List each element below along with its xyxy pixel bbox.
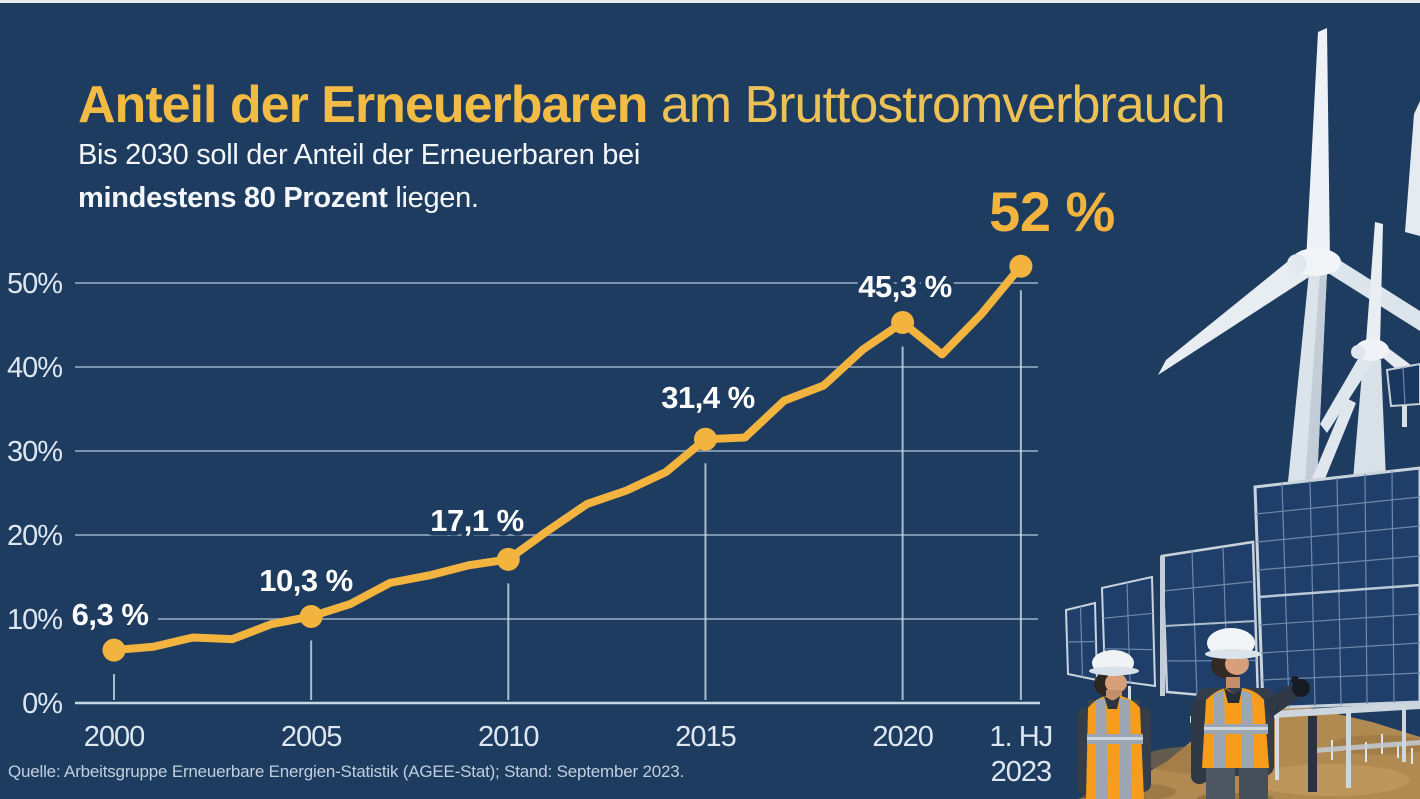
y-axis-tick-label: 30% (7, 436, 62, 468)
work-glove-thumb (1291, 676, 1299, 684)
vest-collar (1104, 696, 1120, 709)
subtitle: Bis 2030 soll der Anteil der Erneuerbare… (78, 134, 640, 220)
arm-raised (1262, 685, 1302, 717)
turbine-blade-up (1306, 28, 1330, 262)
face (1105, 673, 1127, 693)
top-border-strip (0, 0, 1420, 3)
title-highlight: Anteil der Erneuerbaren (78, 75, 648, 134)
vest-stripe-left (1096, 698, 1108, 799)
data-point (693, 427, 717, 451)
worker-man (1191, 628, 1310, 799)
solar-panel-2 (1160, 540, 1260, 702)
turbine-tower-shade (1305, 272, 1327, 482)
value-label: 17,1 % (430, 503, 524, 538)
x-axis-tick-label: 2005 (281, 721, 342, 753)
y-axis-tick-label: 10% (7, 604, 62, 636)
data-point (1009, 254, 1033, 278)
solar-panel-1 (1253, 466, 1420, 710)
value-label: 31,4 % (661, 380, 755, 415)
neck (1226, 677, 1240, 689)
x-axis-tick-label: 2023 (991, 756, 1052, 788)
value-label: 10,3 % (259, 563, 353, 598)
vest-stripe-right (1120, 698, 1132, 799)
x-axis-tick-label: 1. HJ (990, 721, 1053, 753)
turbine-hub (1287, 254, 1307, 274)
title-rest: am Bruttostromverbrauch (647, 75, 1226, 134)
x-axis-tick-label: 2000 (84, 721, 145, 753)
hard-hat-brim (1089, 666, 1139, 676)
data-point (299, 604, 323, 628)
x-axis-tick-label: 2020 (872, 721, 933, 753)
subtitle-bold: mindestens 80 Prozent (78, 182, 388, 214)
y-axis-tick-label: 20% (7, 520, 62, 552)
turbine-blade-up (1366, 222, 1383, 346)
background-turbine-blade (1405, 101, 1420, 236)
subtitle-after-bold: liegen. (387, 182, 479, 214)
hard-hat-brim (1205, 649, 1261, 659)
y-axis-tick-label: 40% (7, 352, 62, 384)
neck (1106, 690, 1122, 700)
x-axis-tick-label: 2010 (478, 721, 539, 753)
data-line (110, 262, 1025, 655)
source-note: Quelle: Arbeitsgruppe Erneuerbare Energi… (8, 762, 684, 781)
turbine-tower (1353, 360, 1386, 480)
y-axis-tick-label: 0% (22, 688, 62, 720)
value-label: 45,3 % (858, 269, 952, 304)
vest-stripe-chest-core (1204, 727, 1268, 730)
solar-panel-4 (1064, 601, 1099, 682)
photo-renewables (1064, 28, 1420, 799)
data-point (102, 638, 126, 662)
turbine-tower-brace (1311, 398, 1356, 486)
y-axis-tick-label: 50% (7, 268, 62, 300)
safety-vest (1086, 696, 1144, 799)
pants (1239, 764, 1268, 799)
turbine-blade-left (1320, 352, 1373, 433)
subtitle-line1: Bis 2030 soll der Anteil der Erneuerbare… (78, 139, 641, 171)
turbine-blade-left (1158, 250, 1309, 375)
data-point (496, 547, 520, 571)
pants (1206, 764, 1235, 799)
x-axis-tick-label: 2015 (675, 721, 736, 753)
vest-stripe-chest-core (1087, 737, 1143, 740)
current-value-label: 52 % (989, 180, 1115, 243)
page-title: Anteil der Erneuerbaren am Bruttostromve… (78, 77, 1378, 133)
solar-panel-back (1385, 362, 1420, 427)
data-point (891, 310, 915, 334)
value-label: 6,3 % (72, 597, 149, 632)
worker-woman (1077, 650, 1151, 799)
turbine-hub (1351, 345, 1365, 359)
vest-collar (1224, 688, 1242, 703)
wind-turbine-small-icon (1320, 222, 1419, 480)
